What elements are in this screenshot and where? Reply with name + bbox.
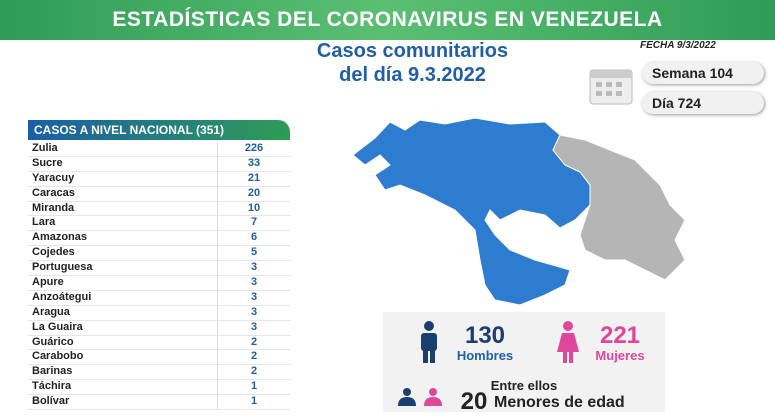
table-row: Caracas 20 [28, 186, 290, 202]
state-name: Carabobo [32, 350, 84, 363]
table-row: Apure 3 [28, 276, 290, 291]
minors-count: 20 [460, 388, 488, 415]
header-banner [0, 0, 775, 40]
state-name: Apure [32, 276, 64, 289]
table-row: Miranda 10 [28, 201, 290, 217]
case-count: 33 [217, 156, 290, 171]
state-name: Caracas [32, 186, 75, 199]
table-row: Aragua 3 [28, 305, 290, 321]
date: FECHA 9/3/2022 [640, 40, 716, 51]
table-row: Barinas 2 [28, 365, 290, 381]
case-count: 2 [217, 350, 290, 365]
subtitle: del día 9.3.2022 [339, 64, 486, 86]
case-count: 226 [217, 142, 290, 156]
case-count: 21 [217, 171, 290, 186]
minors-icon [398, 388, 442, 406]
state-name: Aragua [32, 305, 70, 318]
case-count: 3 [217, 261, 290, 276]
women-count: 221 [599, 322, 641, 349]
state-name: Táchira [32, 380, 72, 393]
subtitle: Casos comunitarios [316, 40, 509, 62]
table-row: Lara 7 [28, 216, 290, 232]
day-badge: Día 724 [642, 92, 764, 114]
table-row: Bolívar 1 [28, 395, 290, 411]
state-name: Bolívar [32, 395, 70, 408]
state-name: Anzoátegui [32, 290, 92, 303]
case-count: 6 [217, 231, 290, 246]
table-row: Táchira 1 [28, 380, 290, 396]
table-row: Cojedes 5 [28, 246, 290, 262]
state-name: Guárico [32, 335, 74, 348]
case-count: 20 [217, 186, 290, 201]
state-name: Barinas [32, 365, 73, 378]
table-header: CASOS A NIVEL NACIONAL (351) [28, 120, 290, 140]
state-name: Lara [32, 216, 56, 229]
state-name: Amazonas [32, 231, 88, 244]
table-row: Portuguesa 3 [28, 261, 290, 277]
table-row: Yaracuy 21 [28, 171, 290, 187]
week-badge: Semana 104 [642, 62, 764, 84]
case-count: 10 [217, 201, 290, 216]
state-name: La Guaira [32, 320, 83, 333]
state-name: Miranda [32, 201, 75, 214]
case-count: 3 [217, 276, 290, 290]
table-body: Zulia 226 Sucre 33 Yaracuy 21 Caracas 20 Miranda… [28, 142, 290, 411]
case-count: 2 [217, 335, 290, 350]
men-label: Hombres [456, 348, 514, 363]
table-row: Anzoátegui 3 [28, 290, 290, 306]
table-row: Sucre 33 [28, 156, 290, 172]
state-name: Sucre [32, 156, 63, 169]
case-count: 3 [217, 305, 290, 320]
state-name: Yaracuy [32, 171, 75, 184]
case-count: 1 [217, 395, 290, 410]
header-title: ESTADÍSTICAS DEL CORONAVIRUS EN VENEZUEL… [112, 8, 663, 31]
table-row: Carabobo 2 [28, 350, 290, 366]
case-count: 3 [217, 320, 290, 335]
women-label: Mujeres [595, 348, 645, 363]
calendar-icon [589, 69, 633, 105]
case-count: 5 [217, 246, 290, 261]
table-row: Zulia 226 [28, 142, 290, 157]
minors-label: Menores de edad [494, 394, 625, 411]
woman-icon [557, 321, 579, 363]
case-count: 2 [217, 365, 290, 380]
state-name: Portuguesa [32, 261, 93, 274]
venezuela-map [352, 117, 686, 306]
man-icon [421, 321, 437, 363]
table-row: La Guaira 3 [28, 320, 290, 336]
state-name: Zulia [32, 142, 58, 154]
case-count: 7 [217, 216, 290, 231]
men-count: 130 [464, 322, 506, 349]
case-count: 3 [217, 290, 290, 305]
state-name: Cojedes [32, 246, 75, 259]
case-count: 1 [217, 380, 290, 395]
table-row: Guárico 2 [28, 335, 290, 351]
between-label: Entre ellos [490, 378, 558, 393]
table-row: Amazonas 6 [28, 231, 290, 247]
